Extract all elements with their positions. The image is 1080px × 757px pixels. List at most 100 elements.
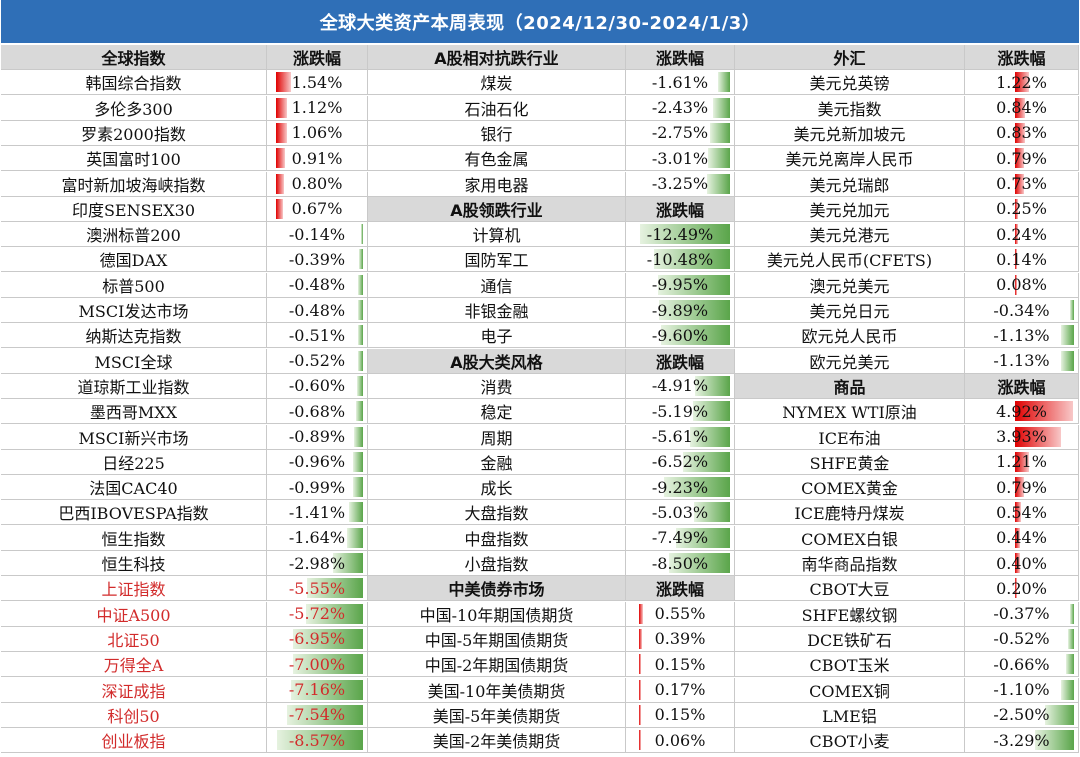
positive-change-bar: [276, 198, 283, 219]
change-value-text: -0.48%: [288, 300, 346, 320]
change-value-text: -0.51%: [288, 325, 346, 345]
row-name: NYMEX WTI原油: [735, 399, 965, 424]
positive-change-bar: [1015, 97, 1025, 118]
table-row: 深证成指 -7.16%: [1, 677, 368, 703]
change-value-text: -0.37%: [993, 604, 1050, 624]
row-value: -2.50%: [965, 702, 1079, 727]
table-header-row: A股领跌行业 涨跌幅: [368, 196, 735, 222]
table-row: 美元兑新加坡元 0.83%: [735, 120, 1079, 146]
row-value: -0.37%: [965, 601, 1079, 626]
row-value: 0.79%: [965, 475, 1079, 500]
positive-change-bar: [1015, 122, 1025, 143]
row-value: -5.03%: [626, 500, 735, 525]
row-name: 上证指数: [1, 576, 267, 601]
table-header-row: 商品 涨跌幅: [735, 373, 1079, 399]
change-value-text: -9.89%: [651, 300, 709, 320]
negative-change-bar: [291, 679, 363, 700]
table-row: 澳洲标普200 -0.14%: [1, 222, 368, 248]
row-value: 0.54%: [965, 500, 1079, 525]
table-header-row: 全球指数 涨跌幅: [1, 45, 368, 70]
row-name: DCE铁矿石: [735, 626, 965, 651]
row-name: 恒生指数: [1, 525, 267, 550]
table-row: 墨西哥MXX -0.68%: [1, 399, 368, 425]
row-name: 道琼斯工业指数: [1, 373, 267, 398]
negative-change-bar: [658, 274, 730, 295]
table-row: 多伦多300 1.12%: [1, 95, 368, 121]
table-row: COMEX铜 -1.10%: [735, 677, 1079, 703]
change-value-text: -1.61%: [651, 72, 709, 92]
table-row: 中国-5年期国债期货 0.39%: [368, 626, 735, 652]
row-name: ICE鹿特丹煤炭: [735, 500, 965, 525]
row-name: 小盘指数: [368, 551, 626, 575]
table-row: 道琼斯工业指数 -0.60%: [1, 373, 368, 399]
table-row: 德国DAX -0.39%: [1, 247, 368, 273]
negative-change-bar: [346, 527, 363, 548]
positive-change-bar: [1015, 578, 1018, 599]
table-header-row: A股相对抗跌行业 涨跌幅: [368, 45, 735, 70]
row-name: 美国-2年美债期货: [368, 728, 626, 753]
change-value-text: -7.16%: [288, 680, 346, 699]
row-name: 美元兑新加坡元: [735, 120, 965, 145]
table-row: 欧元兑美元 -1.13%: [735, 348, 1079, 374]
positive-change-bar: [639, 704, 641, 725]
table-row: SHFE黄金 1.21%: [735, 449, 1079, 475]
row-name: 美元兑日元: [735, 298, 965, 322]
row-value: 0.79%: [965, 146, 1079, 171]
row-value: 3.93%: [965, 424, 1079, 449]
row-value: -1.13%: [965, 323, 1079, 348]
row-name: 多伦多300: [1, 95, 267, 120]
row-name: 德国DAX: [1, 247, 267, 272]
row-name: CBOT大豆: [735, 576, 965, 601]
row-value: -5.61%: [626, 424, 735, 449]
negative-change-bar: [1060, 325, 1074, 346]
change-value-text: -1.13%: [993, 351, 1050, 371]
table-row: 恒生指数 -1.64%: [1, 525, 368, 551]
change-value-text: -1.41%: [288, 502, 346, 522]
table-row: MSCI新兴市场 -0.89%: [1, 424, 368, 450]
table-row: 周期 -5.61%: [368, 424, 735, 450]
row-name: 创业板指: [1, 728, 267, 753]
table-row: 标普500 -0.48%: [1, 272, 368, 298]
table-row: 大盘指数 -5.03%: [368, 500, 735, 526]
table-row: 科创50 -7.54%: [1, 702, 368, 728]
table-row: 法国CAC40 -0.99%: [1, 475, 368, 501]
change-value-text: -8.57%: [288, 730, 346, 750]
row-name: 有色金属: [368, 146, 626, 171]
row-name: 欧元兑人民币: [735, 323, 965, 348]
negative-change-bar: [1044, 704, 1074, 725]
table-header-row: 外汇 涨跌幅: [735, 45, 1079, 70]
change-value-text: -3.29%: [993, 730, 1050, 750]
table-row: 消费 -4.91%: [368, 373, 735, 399]
row-name: 美元兑人民币(CFETS): [735, 247, 965, 272]
row-name: 北证50: [1, 626, 267, 651]
row-name: 标普500: [1, 272, 267, 297]
positive-change-bar: [1015, 451, 1030, 472]
table-row: 美元兑人民币(CFETS) 0.14%: [735, 247, 1079, 273]
negative-change-bar: [357, 350, 363, 371]
row-value: -1.41%: [267, 500, 368, 525]
row-name: 周期: [368, 424, 626, 449]
table-row: 印度SENSEX30 0.67%: [1, 196, 368, 222]
change-value-text: -5.55%: [288, 578, 346, 598]
row-value: -7.49%: [626, 525, 735, 550]
table-row: 美元兑港元 0.24%: [735, 222, 1079, 248]
table-row: 计算机 -12.49%: [368, 222, 735, 248]
negative-change-bar: [660, 325, 730, 346]
row-name: 英国富时100: [1, 146, 267, 171]
negative-change-bar: [1060, 350, 1074, 371]
row-value: 0.14%: [965, 247, 1079, 272]
table-row: 石油石化 -2.43%: [368, 95, 735, 121]
row-value: 1.06%: [267, 120, 368, 145]
row-name: 恒生科技: [1, 551, 267, 575]
table-row: 稳定 -5.19%: [368, 399, 735, 425]
row-value: 1.22%: [965, 70, 1079, 95]
row-value: 0.91%: [267, 146, 368, 171]
negative-change-bar: [307, 578, 363, 599]
positive-change-bar: [1015, 401, 1073, 422]
row-value: -9.23%: [626, 475, 735, 500]
negative-change-bar: [357, 325, 363, 346]
table-row: 美国-10年美债期货 0.17%: [368, 677, 735, 703]
row-name: 美国-5年美债期货: [368, 702, 626, 727]
row-name: 罗素2000指数: [1, 120, 267, 145]
